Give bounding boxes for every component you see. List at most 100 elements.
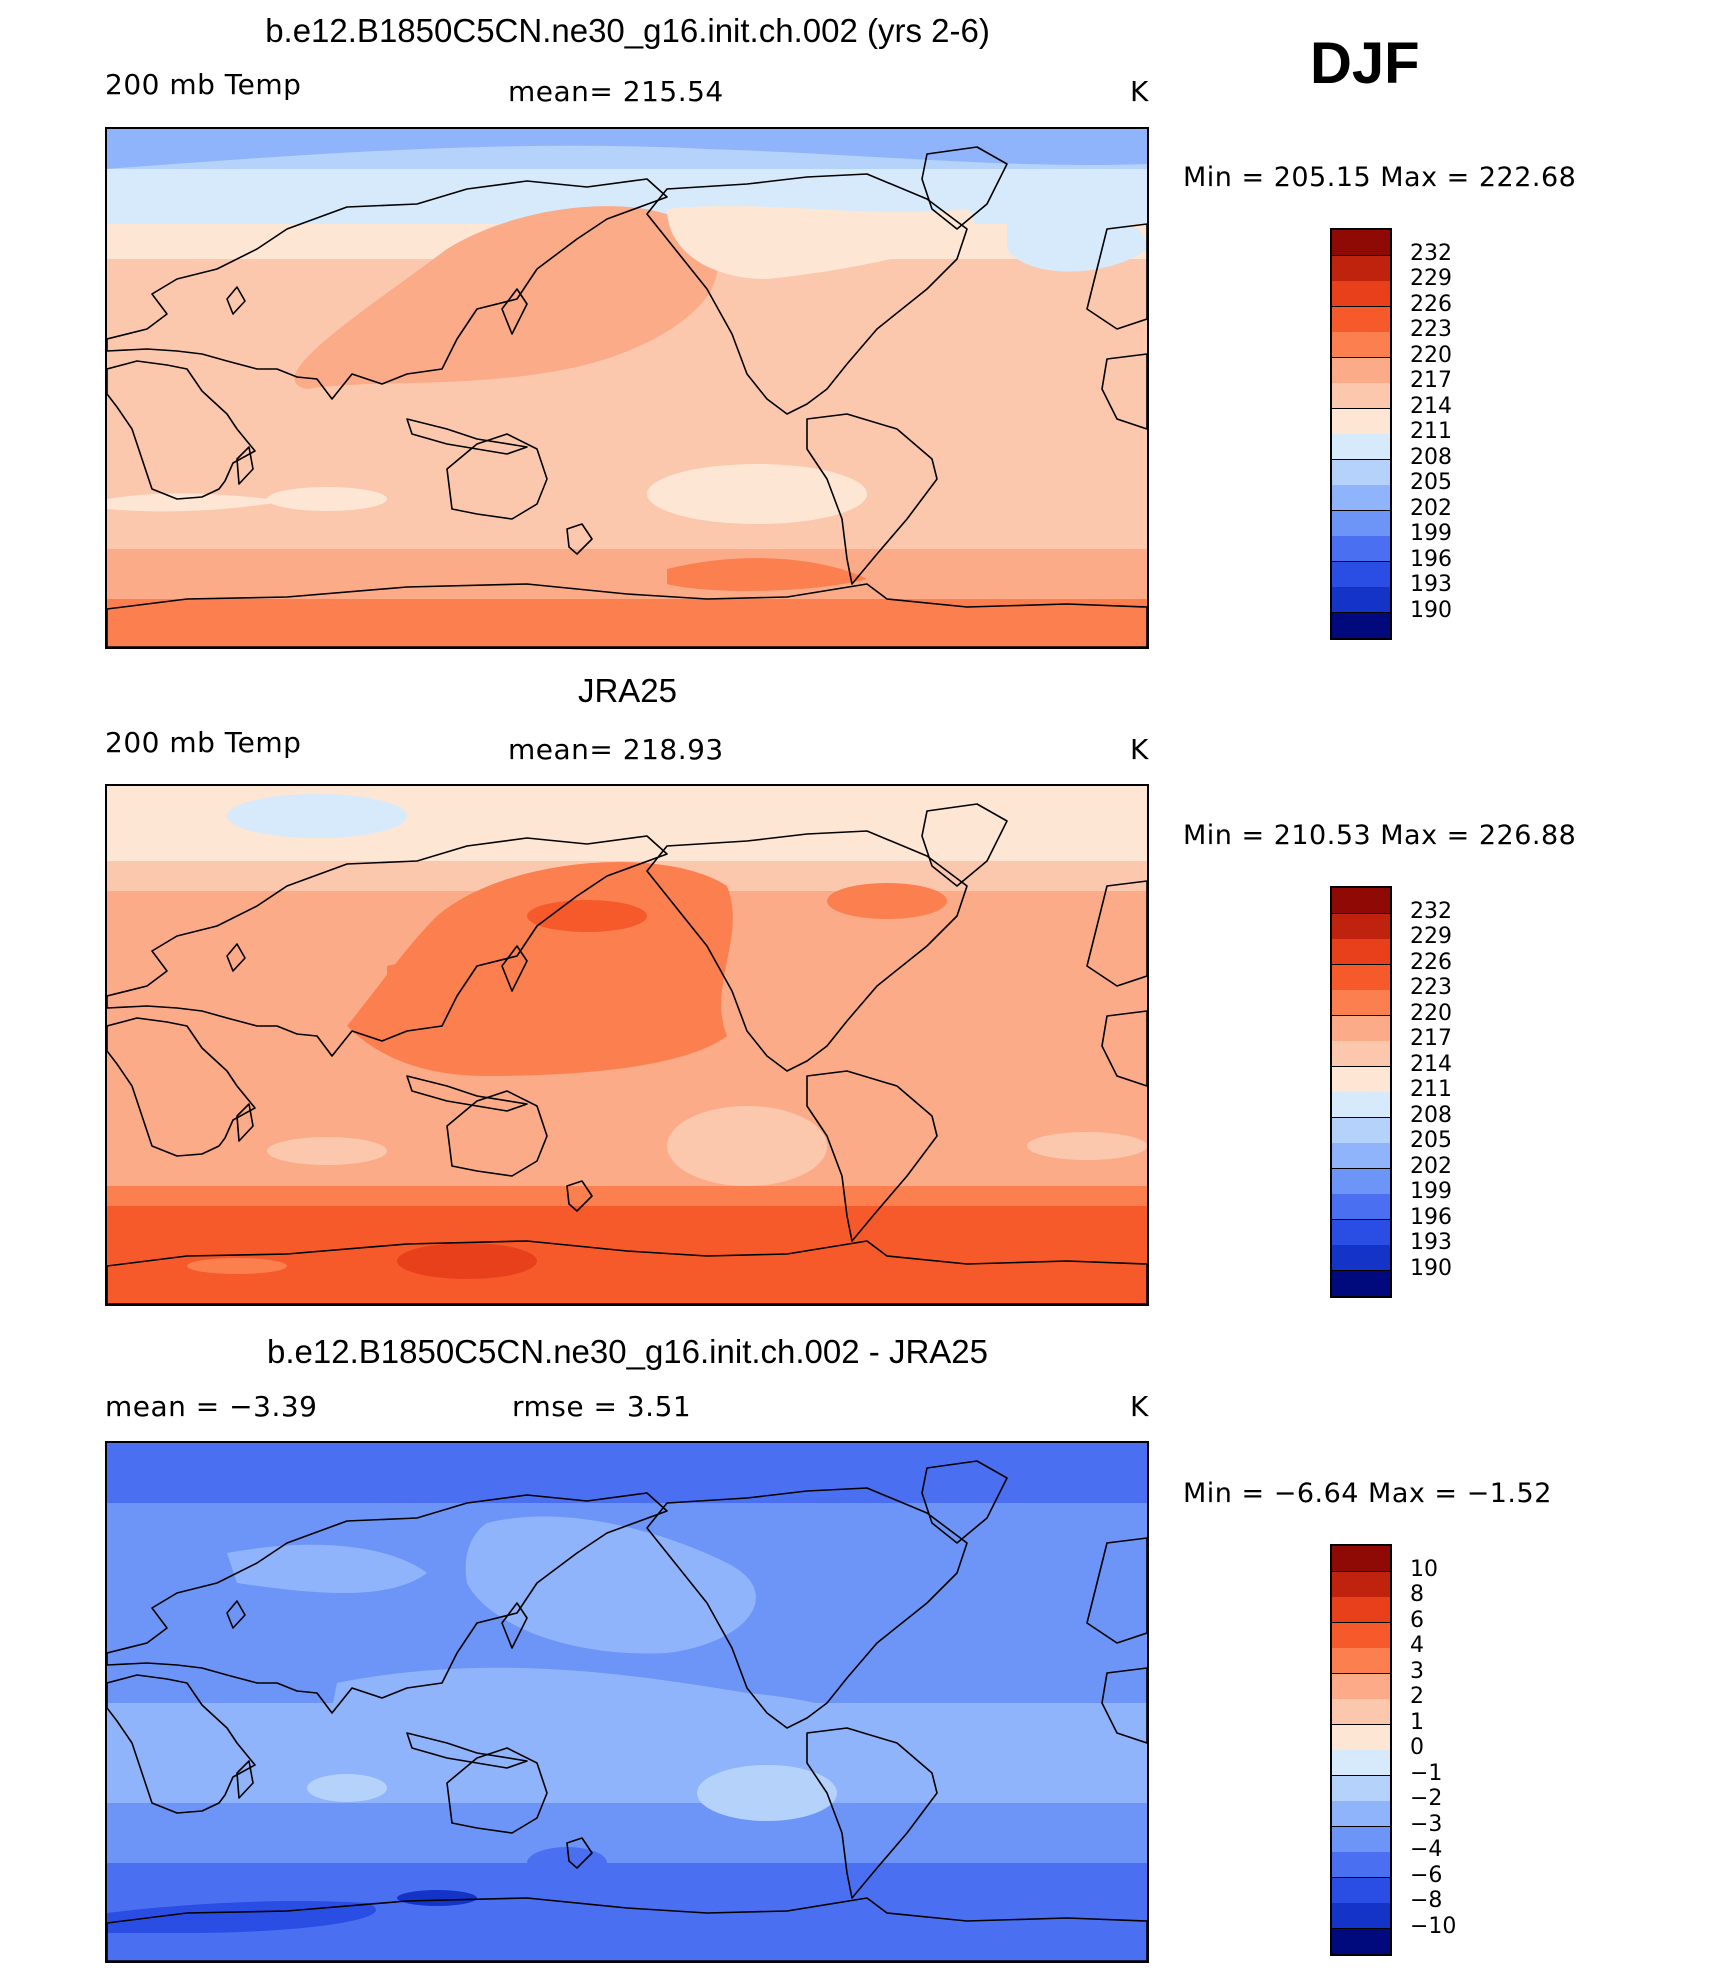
- coastline: [226, 943, 246, 972]
- panel-1-minmax: Min = 205.15 Max = 222.68: [1183, 162, 1577, 193]
- coastline: [806, 1070, 938, 1242]
- panel-2-variable-label: 200 mb Temp: [105, 726, 302, 759]
- coastline: [406, 418, 528, 455]
- colorbar-tick-label: 223: [1410, 317, 1452, 342]
- colorbar-band: [1332, 939, 1390, 965]
- contour-region: [1027, 1132, 1147, 1160]
- contour-region: [387, 960, 487, 984]
- colorbar-tick-label: 214: [1410, 1051, 1452, 1077]
- colorbar-band: [1332, 1750, 1390, 1776]
- colorbar-tick-label: 3: [1410, 1658, 1424, 1684]
- colorbar-tick-label: 190: [1410, 597, 1452, 623]
- colorbar-band: [1332, 510, 1390, 537]
- coastline: [1086, 223, 1147, 330]
- coastline: [566, 523, 593, 555]
- colorbar-band: [1332, 255, 1390, 282]
- coastline: [107, 1492, 668, 1714]
- colorbar-band: [1332, 1092, 1390, 1118]
- colorbar-band: [1332, 1168, 1390, 1195]
- colorbar-band: [1332, 1903, 1390, 1929]
- colorbar-band: [1332, 1775, 1390, 1802]
- contour-region: [267, 1137, 387, 1165]
- colorbar-band: [1332, 357, 1390, 384]
- colorbar-tick-label: −8: [1410, 1888, 1443, 1913]
- panel-2-minmax: Min = 210.53 Max = 226.88: [1183, 820, 1577, 851]
- colorbar-band: [1332, 612, 1390, 639]
- panel-1-map: [105, 127, 1149, 649]
- colorbar-tick-label: 226: [1410, 949, 1452, 975]
- colorbar-band: [1332, 1015, 1390, 1042]
- coastline: [1101, 1667, 1147, 1744]
- colorbar-band: [1332, 1245, 1390, 1271]
- colorbar-tick-label: −6: [1410, 1862, 1443, 1888]
- colorbar-band: [1332, 1852, 1390, 1878]
- colorbar-tick-label: −4: [1410, 1837, 1443, 1862]
- colorbar-band: [1332, 459, 1390, 486]
- colorbar-tick-label: 202: [1410, 495, 1452, 521]
- panel-2-title: JRA25: [577, 672, 678, 709]
- coastline: [1086, 1537, 1147, 1644]
- coastline: [921, 803, 1008, 887]
- contour-region: [527, 1847, 607, 1879]
- colorbar-band: [1332, 306, 1390, 333]
- colorbar-tick-label: 1: [1410, 1709, 1424, 1735]
- contour-band: [107, 549, 1147, 599]
- colorbar-tick-label: 205: [1410, 470, 1452, 495]
- colorbar-tick-label: 223: [1410, 975, 1452, 1000]
- coastline: [446, 1747, 548, 1834]
- contour-region: [307, 1774, 387, 1802]
- colorbar-band: [1332, 1194, 1390, 1220]
- coastline: [107, 583, 1147, 647]
- panel-3-colorbar: [1330, 1544, 1392, 1956]
- colorbar-band: [1332, 1571, 1390, 1598]
- panel-1-variable-label: 200 mb Temp: [105, 68, 302, 101]
- coastline: [646, 830, 968, 1072]
- panel-2-mean-label: mean= 218.93: [508, 733, 724, 766]
- colorbar-tick-label: 193: [1410, 1230, 1452, 1255]
- coastline: [226, 286, 246, 315]
- panel-3-minmax: Min = −6.64 Max = −1.52: [1183, 1478, 1552, 1509]
- colorbar-band: [1332, 1546, 1390, 1572]
- coastline: [1101, 1010, 1147, 1087]
- colorbar-band: [1332, 1622, 1390, 1649]
- contour-region: [397, 1890, 477, 1906]
- colorbar-tick-label: 217: [1410, 368, 1452, 393]
- colorbar-tick-label: 193: [1410, 572, 1452, 597]
- coastline: [646, 173, 968, 415]
- colorbar-tick-label: 211: [1410, 1077, 1452, 1102]
- colorbar-tick-label: 211: [1410, 419, 1452, 444]
- coastline: [107, 360, 256, 500]
- panel-3-rmse-label: rmse = 3.51: [512, 1390, 692, 1423]
- contour-region: [667, 558, 867, 591]
- contour-region: [107, 129, 1147, 169]
- colorbar-band: [1332, 1699, 1390, 1725]
- colorbar-band: [1332, 1801, 1390, 1827]
- colorbar-band: [1332, 408, 1390, 435]
- colorbar-tick-label: 229: [1410, 924, 1452, 949]
- contour-band: [107, 509, 1147, 549]
- coastline: [566, 1837, 593, 1869]
- coastline: [921, 146, 1008, 230]
- colorbar-tick-label: 8: [1410, 1582, 1424, 1607]
- colorbar-tick-label: 232: [1410, 240, 1452, 266]
- colorbar-tick-label: 226: [1410, 291, 1452, 317]
- colorbar-tick-label: 217: [1410, 1026, 1452, 1051]
- colorbar-band: [1332, 383, 1390, 409]
- colorbar-band: [1332, 1219, 1390, 1246]
- colorbar-band: [1332, 964, 1390, 991]
- colorbar-band: [1332, 536, 1390, 562]
- colorbar-band: [1332, 1724, 1390, 1751]
- contour-region: [294, 206, 718, 389]
- contour-region: [827, 883, 947, 919]
- panel-3-mean-label: mean = −3.39: [105, 1390, 318, 1423]
- coastline: [107, 1240, 1147, 1304]
- colorbar-band: [1332, 485, 1390, 511]
- panel-2-map: [105, 784, 1149, 1306]
- coastline: [646, 1487, 968, 1729]
- contour-region: [697, 1765, 837, 1821]
- colorbar-band: [1332, 1041, 1390, 1067]
- coastline: [236, 1760, 254, 1799]
- colorbar-tick-label: 208: [1410, 444, 1452, 470]
- colorbar-tick-label: −10: [1410, 1913, 1457, 1939]
- colorbar-tick-label: 196: [1410, 546, 1452, 572]
